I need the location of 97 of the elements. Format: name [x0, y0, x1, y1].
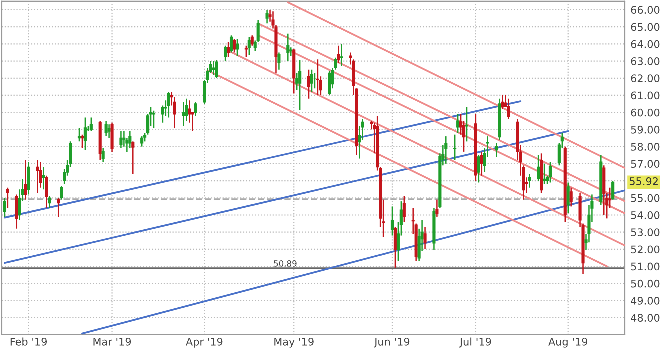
- y-tick-label: 51.00: [631, 262, 660, 271]
- y-tick-label: 60.00: [631, 108, 660, 117]
- candlestick: [60, 186, 64, 200]
- candlestick: [390, 206, 394, 236]
- y-tick-label: 63.00: [631, 58, 660, 66]
- x-tick-label: Jul '19: [459, 338, 492, 348]
- candlestick: [501, 94, 504, 110]
- candlestick: [78, 127, 82, 142]
- candlestick: [537, 154, 540, 182]
- y-tick-label: 64.00: [631, 40, 660, 48]
- candlestick: [480, 151, 484, 177]
- y-tick-label: 49.00: [631, 297, 660, 305]
- candlestick: [278, 52, 281, 70]
- candlestick: [3, 198, 6, 218]
- candlestick: [215, 60, 218, 80]
- candlestick: [436, 199, 439, 218]
- candlestick: [108, 124, 111, 139]
- candlestick: [337, 45, 340, 64]
- candlestick: [120, 130, 123, 150]
- candlestick: [90, 117, 93, 132]
- candlestick: [230, 34, 234, 54]
- candlestick: [328, 70, 332, 96]
- candlestick: [507, 98, 510, 120]
- candlestick: [454, 134, 457, 162]
- y-tick-label: 54.00: [631, 211, 660, 220]
- y-tick-label: 50.00: [631, 280, 660, 288]
- candlestick: [48, 196, 52, 210]
- x-tick-label: Mar '19: [94, 338, 132, 346]
- candlestick: [286, 33, 290, 62]
- candlestick: [226, 42, 230, 58]
- candlestick: [394, 226, 398, 269]
- y-tick-label: 62.00: [631, 74, 660, 82]
- candlestick: [528, 174, 532, 188]
- candlestick: [298, 60, 302, 111]
- candlestick: [402, 196, 406, 223]
- candlestick: [42, 166, 46, 190]
- candlestick: [84, 117, 87, 151]
- candlestick: [194, 102, 198, 117]
- candlestick: [444, 136, 448, 165]
- candlestick: [212, 60, 216, 76]
- candlestick: [244, 45, 248, 58]
- candlestick: [310, 69, 314, 93]
- candlestick: [45, 175, 48, 210]
- candlestick: [232, 38, 236, 54]
- y-tick-label: 55.00: [631, 194, 660, 202]
- y-tick-label: 66.00: [631, 6, 660, 14]
- candlestick: [250, 34, 254, 47]
- candlestick: [224, 45, 228, 62]
- candlestick: [424, 226, 427, 250]
- y-tick-label: 48.00: [631, 314, 660, 322]
- x-tick-label: Feb '19: [10, 338, 48, 346]
- candlestick: [248, 36, 251, 56]
- y-tick-label: 52.00: [631, 246, 660, 254]
- annotation: 55.92: [630, 178, 658, 186]
- candlestick: [102, 148, 105, 163]
- candlestick: [495, 142, 498, 158]
- x-tick-label: Apr '19: [186, 338, 223, 348]
- y-tick-label: 65.00: [631, 23, 660, 32]
- y-tick-label: 57.00: [631, 160, 660, 168]
- candlestick: [316, 58, 320, 96]
- candlestick: [236, 38, 240, 57]
- candlestick: [608, 187, 612, 210]
- candlestick: [465, 106, 469, 142]
- x-tick-label: Jun '19: [374, 338, 410, 348]
- candlestick: [548, 162, 552, 184]
- candlestick: [456, 114, 460, 134]
- x-tick-label: Aug '19: [548, 338, 588, 348]
- candlestick: [27, 162, 30, 196]
- candlestick: [167, 91, 170, 118]
- candlestick: [477, 154, 480, 184]
- candlestick: [132, 141, 135, 175]
- candlestick: [570, 187, 573, 208]
- y-tick-label: 58.00: [631, 143, 660, 151]
- candlestick: [140, 136, 144, 148]
- candlestick: [57, 198, 60, 218]
- candlestick: [128, 130, 132, 150]
- candlestick: [340, 44, 344, 68]
- y-tick-label: 59.00: [631, 126, 660, 134]
- candlestick: [36, 160, 40, 194]
- candlestick: [296, 72, 299, 91]
- candlestick: [566, 182, 570, 214]
- candlestick: [80, 134, 84, 150]
- candlestick: [182, 102, 186, 127]
- candlestick: [15, 194, 18, 230]
- candlestick: [104, 120, 108, 138]
- y-tick-label: 61.00: [631, 92, 660, 100]
- candlestick: [152, 110, 156, 129]
- ref-line-label: 50.89: [274, 260, 297, 267]
- x-tick-label: May '19: [274, 338, 314, 348]
- candlestick: [6, 187, 10, 210]
- candlestick: [110, 122, 114, 153]
- y-tick-label: 53.00: [631, 228, 660, 236]
- candlestick: [612, 180, 615, 200]
- candlestick: [542, 163, 546, 186]
- candlestick: [24, 160, 28, 200]
- candlestick: [307, 69, 311, 100]
- candlestick: [266, 9, 269, 24]
